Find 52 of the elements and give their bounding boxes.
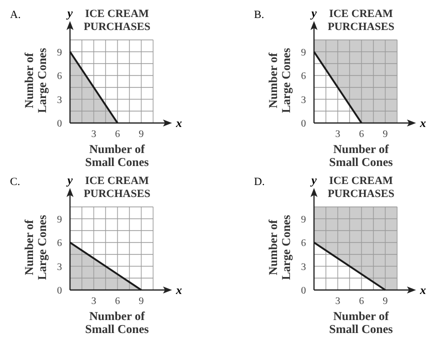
y-tick-label: 0 bbox=[301, 118, 306, 130]
y-tick-label: 3 bbox=[57, 94, 62, 106]
y-tick-label: 6 bbox=[301, 238, 306, 249]
x-tick-label: 9 bbox=[382, 296, 388, 307]
text: A. bbox=[10, 9, 21, 21]
text: y bbox=[65, 6, 74, 20]
x-tick-label: 9 bbox=[382, 129, 388, 140]
y-tick-label: 0 bbox=[301, 286, 306, 296]
x-tick-label: 6 bbox=[359, 129, 364, 140]
text: x bbox=[419, 116, 426, 130]
text: x bbox=[175, 116, 182, 130]
x-tick-label: 9 bbox=[138, 129, 144, 140]
text: B. bbox=[254, 9, 264, 21]
y-tick-label: 3 bbox=[57, 262, 62, 273]
chart-title: ICE CREAM PURCHASES bbox=[84, 175, 150, 200]
x-tick-label: 3 bbox=[335, 129, 340, 140]
y-tick-label: 6 bbox=[301, 71, 306, 82]
y-tick-label: 9 bbox=[301, 47, 306, 58]
x-tick-label: 3 bbox=[91, 129, 96, 140]
x-tick-label: 6 bbox=[115, 129, 120, 140]
text: y bbox=[65, 173, 74, 187]
x-axis-title: Number of Small Cones bbox=[329, 142, 394, 169]
chart-title: ICE CREAM PURCHASES bbox=[84, 8, 150, 33]
chart-title: ICE CREAM PURCHASES bbox=[328, 8, 394, 33]
text: y bbox=[309, 173, 318, 187]
y-tick-label: 3 bbox=[301, 262, 306, 273]
y-tick-label: 3 bbox=[301, 94, 306, 106]
text: x bbox=[175, 283, 182, 297]
y-tick-label: 9 bbox=[57, 214, 62, 226]
y-tick-label: 6 bbox=[57, 238, 62, 249]
y-tick-label: 0 bbox=[57, 118, 62, 130]
x-axis-title: Number of Small Cones bbox=[85, 142, 150, 169]
y-axis-title: Number of Large Cones bbox=[266, 48, 293, 113]
y-axis-title: Number of Large Cones bbox=[22, 48, 49, 113]
x-tick-label: 6 bbox=[359, 296, 364, 307]
y-tick-label: 0 bbox=[57, 286, 62, 296]
y-tick-label: 9 bbox=[57, 47, 62, 58]
chart-title: ICE CREAM PURCHASES bbox=[328, 175, 394, 200]
text: y bbox=[309, 6, 318, 20]
y-tick-label: 6 bbox=[57, 71, 62, 82]
y-axis-title: Number of Large Cones bbox=[22, 214, 49, 280]
x-tick-label: 3 bbox=[335, 296, 340, 307]
x-tick-label: 3 bbox=[91, 296, 96, 307]
x-axis-title: Number of Small Cones bbox=[85, 309, 150, 336]
x-tick-label: 6 bbox=[115, 296, 120, 307]
x-tick-label: 9 bbox=[138, 296, 144, 307]
y-axis-title: Number of Large Cones bbox=[266, 214, 293, 280]
y-tick-label: 9 bbox=[301, 214, 306, 226]
x-axis-title: Number of Small Cones bbox=[329, 309, 394, 336]
text: x bbox=[419, 283, 426, 297]
text: D. bbox=[254, 176, 265, 188]
text: C. bbox=[10, 176, 20, 188]
